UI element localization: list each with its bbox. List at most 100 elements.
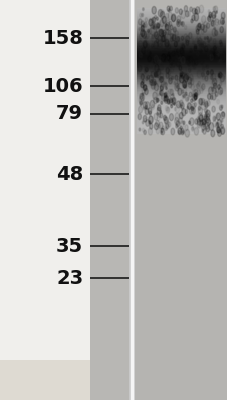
Circle shape [167, 70, 170, 75]
Circle shape [154, 84, 158, 91]
Circle shape [174, 118, 178, 125]
Circle shape [140, 82, 143, 88]
Circle shape [183, 74, 188, 82]
Circle shape [196, 70, 201, 78]
Circle shape [185, 58, 189, 65]
Circle shape [214, 92, 217, 96]
Circle shape [163, 96, 166, 102]
Circle shape [192, 56, 196, 64]
Circle shape [175, 60, 179, 66]
Circle shape [191, 15, 194, 21]
Bar [137, 98, 225, 99]
Circle shape [183, 75, 187, 81]
Circle shape [165, 106, 168, 111]
Bar [137, 96, 225, 98]
Circle shape [180, 43, 183, 48]
Circle shape [144, 36, 146, 40]
Circle shape [203, 116, 206, 122]
Circle shape [167, 122, 170, 127]
Circle shape [156, 17, 158, 20]
Circle shape [175, 31, 178, 36]
Bar [137, 102, 225, 103]
Circle shape [149, 124, 152, 129]
Bar [137, 111, 225, 112]
Bar [137, 16, 225, 17]
Circle shape [197, 23, 200, 28]
Circle shape [215, 114, 217, 118]
Circle shape [155, 128, 159, 134]
Circle shape [209, 53, 211, 57]
Circle shape [220, 12, 224, 19]
Bar [137, 124, 225, 125]
Circle shape [144, 31, 148, 39]
Circle shape [216, 120, 220, 127]
Circle shape [171, 15, 175, 22]
Circle shape [212, 39, 215, 44]
Circle shape [170, 94, 174, 102]
Circle shape [151, 35, 153, 38]
Bar [137, 84, 225, 86]
Circle shape [165, 22, 169, 30]
Circle shape [157, 107, 159, 111]
Circle shape [209, 54, 212, 60]
Circle shape [212, 44, 216, 51]
Circle shape [139, 13, 141, 17]
Circle shape [148, 75, 153, 83]
Circle shape [185, 110, 187, 114]
Bar [137, 11, 225, 12]
Circle shape [143, 116, 146, 122]
Bar [137, 82, 225, 84]
Circle shape [150, 22, 154, 29]
Circle shape [167, 89, 171, 96]
Circle shape [203, 21, 207, 28]
Circle shape [180, 22, 182, 25]
Circle shape [175, 124, 177, 128]
Circle shape [180, 105, 183, 110]
Circle shape [213, 14, 215, 17]
Circle shape [221, 112, 224, 117]
Bar [137, 106, 225, 108]
Circle shape [148, 128, 152, 135]
Circle shape [212, 78, 216, 86]
Bar [137, 75, 225, 76]
Circle shape [183, 84, 185, 88]
Circle shape [176, 79, 179, 84]
Circle shape [197, 113, 202, 121]
Circle shape [138, 65, 141, 72]
Bar [137, 112, 225, 113]
Circle shape [177, 22, 178, 24]
Bar [137, 59, 225, 60]
Bar [137, 123, 225, 124]
Circle shape [139, 52, 142, 58]
Circle shape [211, 11, 215, 18]
Circle shape [166, 55, 169, 60]
Circle shape [162, 81, 166, 87]
Bar [137, 114, 225, 115]
Circle shape [200, 24, 204, 30]
Circle shape [157, 79, 161, 87]
Bar [137, 84, 225, 85]
Bar [137, 118, 225, 119]
Circle shape [165, 41, 167, 45]
Circle shape [183, 34, 187, 40]
Bar [137, 100, 225, 101]
Circle shape [188, 33, 191, 38]
Bar [137, 8, 225, 9]
Circle shape [156, 69, 160, 75]
Circle shape [213, 117, 215, 120]
Circle shape [203, 100, 207, 106]
Circle shape [180, 128, 184, 135]
Circle shape [199, 45, 200, 47]
Bar [137, 83, 225, 84]
Circle shape [206, 54, 208, 57]
Circle shape [151, 6, 156, 14]
Circle shape [165, 73, 168, 78]
Circle shape [197, 106, 200, 110]
Bar [137, 78, 225, 79]
Circle shape [180, 44, 185, 51]
Circle shape [148, 108, 151, 114]
Circle shape [165, 91, 169, 97]
Circle shape [204, 122, 208, 129]
Circle shape [153, 60, 156, 66]
Circle shape [169, 25, 172, 30]
